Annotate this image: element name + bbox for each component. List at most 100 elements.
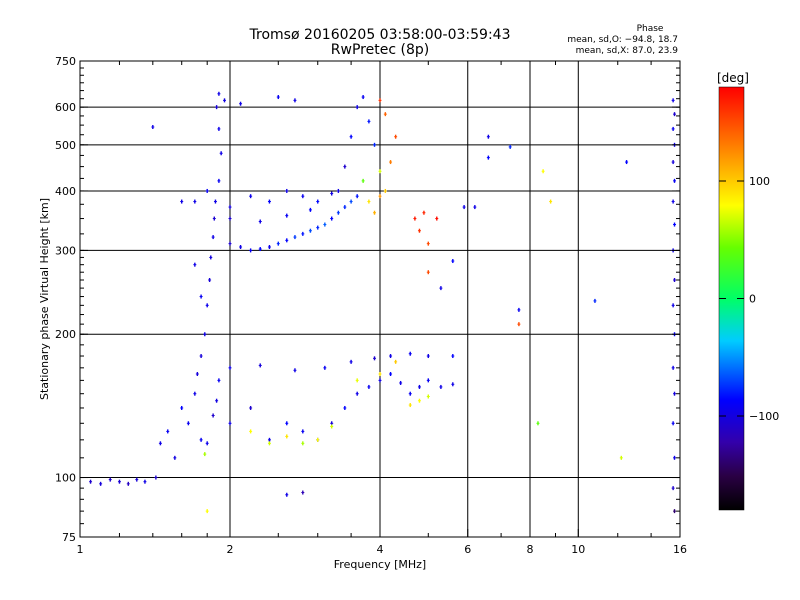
data-point — [308, 207, 312, 212]
data-point — [276, 95, 280, 100]
data-point — [426, 354, 430, 359]
data-point — [154, 475, 158, 480]
colorbar-tick-label: −100 — [749, 410, 779, 423]
data-point — [293, 98, 297, 103]
data-point — [285, 434, 289, 439]
data-point — [316, 199, 320, 204]
data-point — [215, 105, 219, 110]
data-point — [361, 178, 365, 183]
data-point — [367, 119, 371, 124]
x-tick-label: 10 — [571, 543, 585, 556]
data-point — [389, 354, 393, 359]
data-point — [211, 413, 215, 418]
x-tick-label: 16 — [673, 543, 687, 556]
data-point — [673, 391, 677, 396]
data-point — [439, 286, 443, 291]
y-tick-label: 600 — [55, 101, 76, 114]
data-point — [285, 213, 289, 218]
data-point — [373, 142, 377, 147]
data-point — [267, 245, 271, 250]
data-point — [228, 241, 232, 246]
data-point — [199, 354, 203, 359]
data-point — [426, 378, 430, 383]
data-point — [258, 363, 262, 368]
data-point — [186, 421, 190, 426]
phase-stats-x: mean, sd,X: 87.0, 23.9 — [575, 46, 678, 56]
data-point — [285, 238, 289, 243]
data-point — [394, 134, 398, 139]
colorbar-tick-label: 100 — [749, 175, 770, 188]
data-point — [336, 210, 340, 215]
data-point — [399, 380, 403, 385]
data-point — [462, 205, 466, 210]
y-tick-label: 500 — [55, 139, 76, 152]
data-point — [249, 405, 253, 410]
colorbar-tick-label: 0 — [749, 293, 756, 306]
data-point — [355, 391, 359, 396]
data-point — [330, 191, 334, 196]
data-points — [89, 91, 677, 514]
data-point — [451, 382, 455, 387]
data-point — [249, 248, 253, 253]
y-tick-label: 300 — [55, 244, 76, 257]
data-point — [203, 332, 207, 337]
data-point — [671, 486, 675, 491]
data-point — [158, 441, 162, 446]
data-point — [389, 372, 393, 377]
data-point — [508, 144, 512, 149]
data-point — [394, 359, 398, 364]
data-point — [193, 391, 197, 396]
data-point — [671, 126, 675, 131]
data-point — [671, 160, 675, 165]
data-point — [373, 210, 377, 215]
data-point — [355, 194, 359, 199]
data-point — [166, 429, 170, 434]
chart-subtitle: RwPretec (8p) — [330, 42, 430, 58]
data-point — [239, 245, 243, 250]
data-point — [451, 259, 455, 264]
data-point — [417, 384, 421, 389]
data-point — [285, 421, 289, 426]
data-point — [211, 235, 215, 240]
plot-grid — [80, 61, 680, 537]
data-point — [205, 303, 209, 308]
data-point — [228, 421, 232, 426]
data-point — [193, 262, 197, 267]
data-point — [217, 91, 221, 96]
data-point — [217, 126, 221, 131]
data-point — [301, 429, 305, 434]
colorbar-ticks: 100 0 −100 — [719, 175, 779, 423]
data-point — [517, 322, 521, 327]
data-point — [673, 509, 677, 514]
data-point — [343, 405, 347, 410]
data-point — [673, 455, 677, 460]
data-point — [422, 210, 426, 215]
data-point — [343, 205, 347, 210]
data-point — [215, 398, 219, 403]
data-point — [316, 437, 320, 442]
data-point — [383, 112, 387, 117]
data-point — [378, 98, 382, 103]
data-point — [673, 178, 677, 183]
data-point — [217, 378, 221, 383]
x-tick-label: 4 — [377, 543, 384, 556]
data-point — [117, 479, 121, 484]
x-tick-label: 8 — [527, 543, 534, 556]
data-point — [205, 441, 209, 446]
y-tick-label: 100 — [55, 472, 76, 485]
data-point — [451, 354, 455, 359]
y-tick-label: 200 — [55, 328, 76, 341]
data-point — [343, 164, 347, 169]
data-point — [239, 101, 243, 106]
data-point — [301, 441, 305, 446]
data-point — [378, 372, 382, 377]
data-point — [258, 219, 262, 224]
data-point — [593, 298, 597, 303]
data-point — [373, 356, 377, 361]
data-point — [486, 134, 490, 139]
data-point — [389, 160, 393, 165]
data-point — [285, 492, 289, 497]
data-point — [671, 98, 675, 103]
y-axis-label: Stationary phase Virtual Height [km] — [38, 198, 51, 400]
